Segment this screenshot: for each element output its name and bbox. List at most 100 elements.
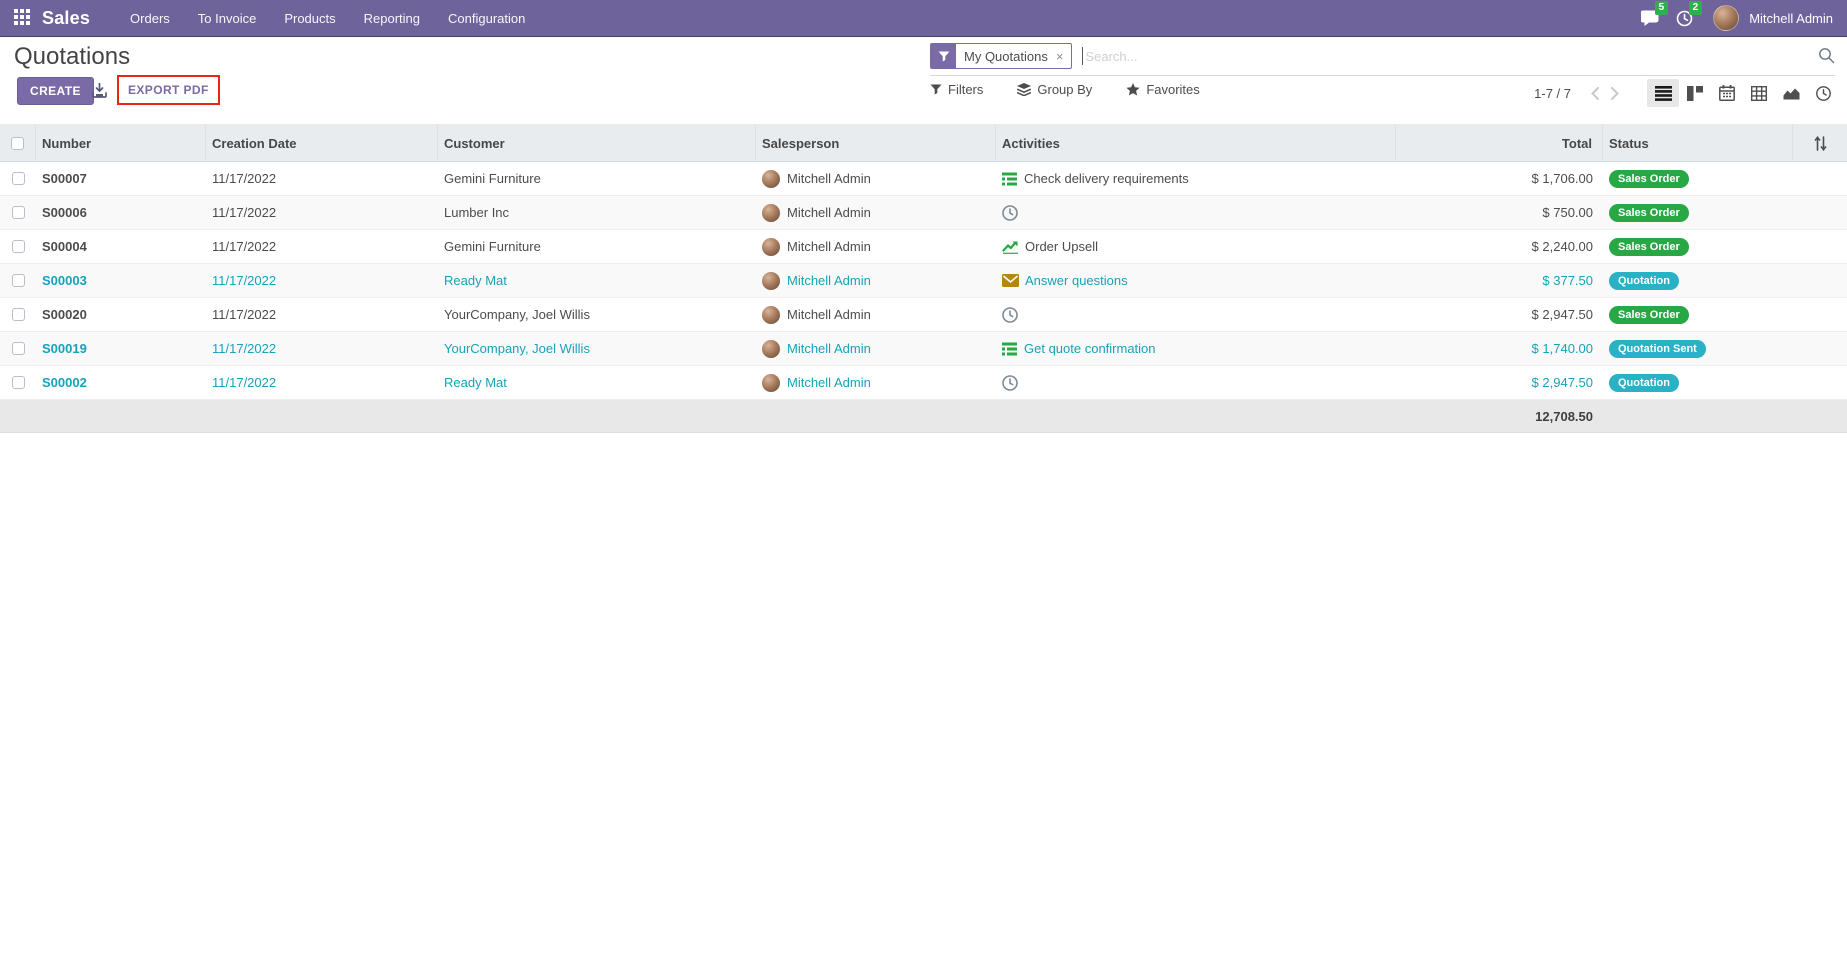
cell-status[interactable]: Sales Order bbox=[1603, 169, 1793, 188]
row-checkbox[interactable] bbox=[11, 376, 25, 389]
group-by-button[interactable]: Group By bbox=[1017, 82, 1092, 97]
cell-creation-date[interactable]: 11/17/2022 bbox=[212, 171, 277, 186]
cell-total[interactable]: $ 2,947.50 bbox=[1531, 307, 1593, 322]
cell-activities[interactable]: Get quote confirmation bbox=[996, 341, 1396, 356]
search-icon[interactable] bbox=[1818, 47, 1835, 64]
cell-status[interactable]: Sales Order bbox=[1603, 305, 1793, 324]
table-row-s00003[interactable]: S00003 11/17/2022 Ready Mat Mitchell Admin A… bbox=[0, 264, 1847, 298]
cell-creation-date[interactable]: 11/17/2022 bbox=[212, 239, 277, 254]
table-row-s00007[interactable]: S00007 11/17/2022 Gemini Furniture Mitchell… bbox=[0, 162, 1847, 196]
column-header-total[interactable]: Total bbox=[1396, 124, 1603, 162]
cell-number[interactable]: S00020 bbox=[42, 307, 87, 322]
cell-salesperson[interactable]: Mitchell Admin bbox=[756, 203, 996, 222]
cell-status[interactable]: Quotation bbox=[1603, 373, 1793, 392]
cell-activities[interactable]: Check delivery requirements bbox=[996, 171, 1396, 186]
app-name[interactable]: Sales bbox=[42, 7, 91, 28]
cell-customer[interactable]: Lumber Inc bbox=[444, 205, 510, 220]
user-avatar[interactable] bbox=[1713, 5, 1740, 31]
pivot-view-button[interactable] bbox=[1743, 79, 1775, 107]
cell-customer[interactable]: Gemini Furniture bbox=[444, 239, 541, 254]
nav-menu-to-invoice[interactable]: To Invoice bbox=[197, 10, 257, 26]
cell-salesperson[interactable]: Mitchell Admin bbox=[756, 373, 996, 392]
nav-menu-orders[interactable]: Orders bbox=[130, 10, 170, 26]
nav-menu-configuration[interactable]: Configuration bbox=[448, 10, 526, 26]
cell-number[interactable]: S00019 bbox=[42, 341, 87, 356]
select-all-checkbox[interactable] bbox=[11, 136, 24, 150]
cell-total[interactable]: $ 2,240.00 bbox=[1531, 239, 1593, 254]
row-checkbox[interactable] bbox=[11, 206, 25, 219]
remove-facet-button[interactable]: × bbox=[1055, 48, 1064, 64]
row-checkbox[interactable] bbox=[11, 172, 25, 185]
column-header-creation-date[interactable]: Creation Date bbox=[206, 124, 438, 162]
user-name[interactable]: Mitchell Admin bbox=[1749, 10, 1833, 26]
activity-view-button[interactable] bbox=[1807, 79, 1839, 107]
list-view-button[interactable] bbox=[1647, 79, 1679, 107]
column-header-customer[interactable]: Customer bbox=[438, 124, 756, 162]
row-checkbox[interactable] bbox=[11, 240, 25, 253]
cell-total[interactable]: $ 1,706.00 bbox=[1531, 171, 1593, 186]
column-header-status[interactable]: Status bbox=[1603, 124, 1793, 162]
cell-number[interactable]: S00002 bbox=[42, 375, 87, 390]
cell-customer[interactable]: YourCompany, Joel Willis bbox=[444, 307, 590, 322]
download-icon[interactable] bbox=[92, 83, 107, 98]
cell-salesperson[interactable]: Mitchell Admin bbox=[756, 271, 996, 290]
cell-activities[interactable]: Order Upsell bbox=[996, 239, 1396, 254]
apps-menu-icon[interactable] bbox=[14, 9, 32, 27]
messages-button[interactable]: 5 bbox=[1635, 1, 1669, 31]
cell-customer[interactable]: YourCompany, Joel Willis bbox=[444, 341, 590, 356]
cell-status[interactable]: Sales Order bbox=[1603, 237, 1793, 256]
cell-number[interactable]: S00003 bbox=[42, 273, 87, 288]
cell-total[interactable]: $ 1,740.00 bbox=[1531, 341, 1593, 356]
cell-customer[interactable]: Gemini Furniture bbox=[444, 171, 541, 186]
activities-button[interactable]: 2 bbox=[1669, 1, 1703, 31]
cell-creation-date[interactable]: 11/17/2022 bbox=[212, 375, 277, 390]
kanban-view-button[interactable] bbox=[1679, 79, 1711, 107]
favorites-button[interactable]: Favorites bbox=[1126, 82, 1200, 97]
adjust-columns-icon[interactable] bbox=[1813, 135, 1828, 151]
cell-customer[interactable]: Ready Mat bbox=[444, 375, 507, 390]
pager-next-button[interactable] bbox=[1605, 83, 1625, 104]
cell-total[interactable]: $ 377.50 bbox=[1542, 273, 1593, 288]
cell-activities[interactable]: Answer questions bbox=[996, 273, 1396, 288]
cell-activities[interactable] bbox=[996, 306, 1396, 323]
cell-creation-date[interactable]: 11/17/2022 bbox=[212, 273, 277, 288]
cell-number[interactable]: S00007 bbox=[42, 171, 87, 186]
column-header-activities[interactable]: Activities bbox=[996, 124, 1396, 162]
cell-customer[interactable]: Ready Mat bbox=[444, 273, 507, 288]
cell-status[interactable]: Quotation bbox=[1603, 271, 1793, 290]
cell-status[interactable]: Sales Order bbox=[1603, 203, 1793, 222]
column-header-number[interactable]: Number bbox=[36, 124, 206, 162]
cell-creation-date[interactable]: 11/17/2022 bbox=[212, 341, 277, 356]
create-button[interactable]: CREATE bbox=[17, 77, 94, 105]
cell-salesperson[interactable]: Mitchell Admin bbox=[756, 305, 996, 324]
cell-total[interactable]: $ 750.00 bbox=[1542, 205, 1593, 220]
row-checkbox[interactable] bbox=[11, 274, 25, 287]
export-pdf-button-highlighted[interactable]: EXPORT PDF bbox=[117, 75, 220, 105]
row-checkbox[interactable] bbox=[11, 308, 25, 321]
calendar-view-button[interactable] bbox=[1711, 79, 1743, 107]
table-row-s00004[interactable]: S00004 11/17/2022 Gemini Furniture Mitchell… bbox=[0, 230, 1847, 264]
nav-menu-reporting[interactable]: Reporting bbox=[363, 10, 421, 26]
cell-number[interactable]: S00004 bbox=[42, 239, 87, 254]
cell-activities[interactable] bbox=[996, 374, 1396, 391]
cell-activities[interactable] bbox=[996, 204, 1396, 221]
search-input[interactable]: My Quotations × Search... bbox=[930, 43, 1835, 76]
cell-salesperson[interactable]: Mitchell Admin bbox=[756, 339, 996, 358]
pager-previous-button[interactable] bbox=[1585, 83, 1605, 104]
graph-view-button[interactable] bbox=[1775, 79, 1807, 107]
column-header-salesperson[interactable]: Salesperson bbox=[756, 124, 996, 162]
cell-number[interactable]: S00006 bbox=[42, 205, 87, 220]
filters-button[interactable]: Filters bbox=[930, 82, 983, 97]
table-row-s00006[interactable]: S00006 11/17/2022 Lumber Inc Mitchell Admin… bbox=[0, 196, 1847, 230]
cell-total[interactable]: $ 2,947.50 bbox=[1531, 375, 1593, 390]
table-row-s00019[interactable]: S00019 11/17/2022 YourCompany, Joel Willis… bbox=[0, 332, 1847, 366]
cell-salesperson[interactable]: Mitchell Admin bbox=[756, 169, 996, 188]
nav-menu-products[interactable]: Products bbox=[284, 10, 336, 26]
cell-status[interactable]: Quotation Sent bbox=[1603, 339, 1793, 358]
cell-salesperson[interactable]: Mitchell Admin bbox=[756, 237, 996, 256]
table-row-s00002[interactable]: S00002 11/17/2022 Ready Mat Mitchell Admin $… bbox=[0, 366, 1847, 400]
row-checkbox[interactable] bbox=[11, 342, 25, 355]
cell-creation-date[interactable]: 11/17/2022 bbox=[212, 205, 277, 220]
table-row-s00020[interactable]: S00020 11/17/2022 YourCompany, Joel Willis… bbox=[0, 298, 1847, 332]
cell-creation-date[interactable]: 11/17/2022 bbox=[212, 307, 277, 322]
